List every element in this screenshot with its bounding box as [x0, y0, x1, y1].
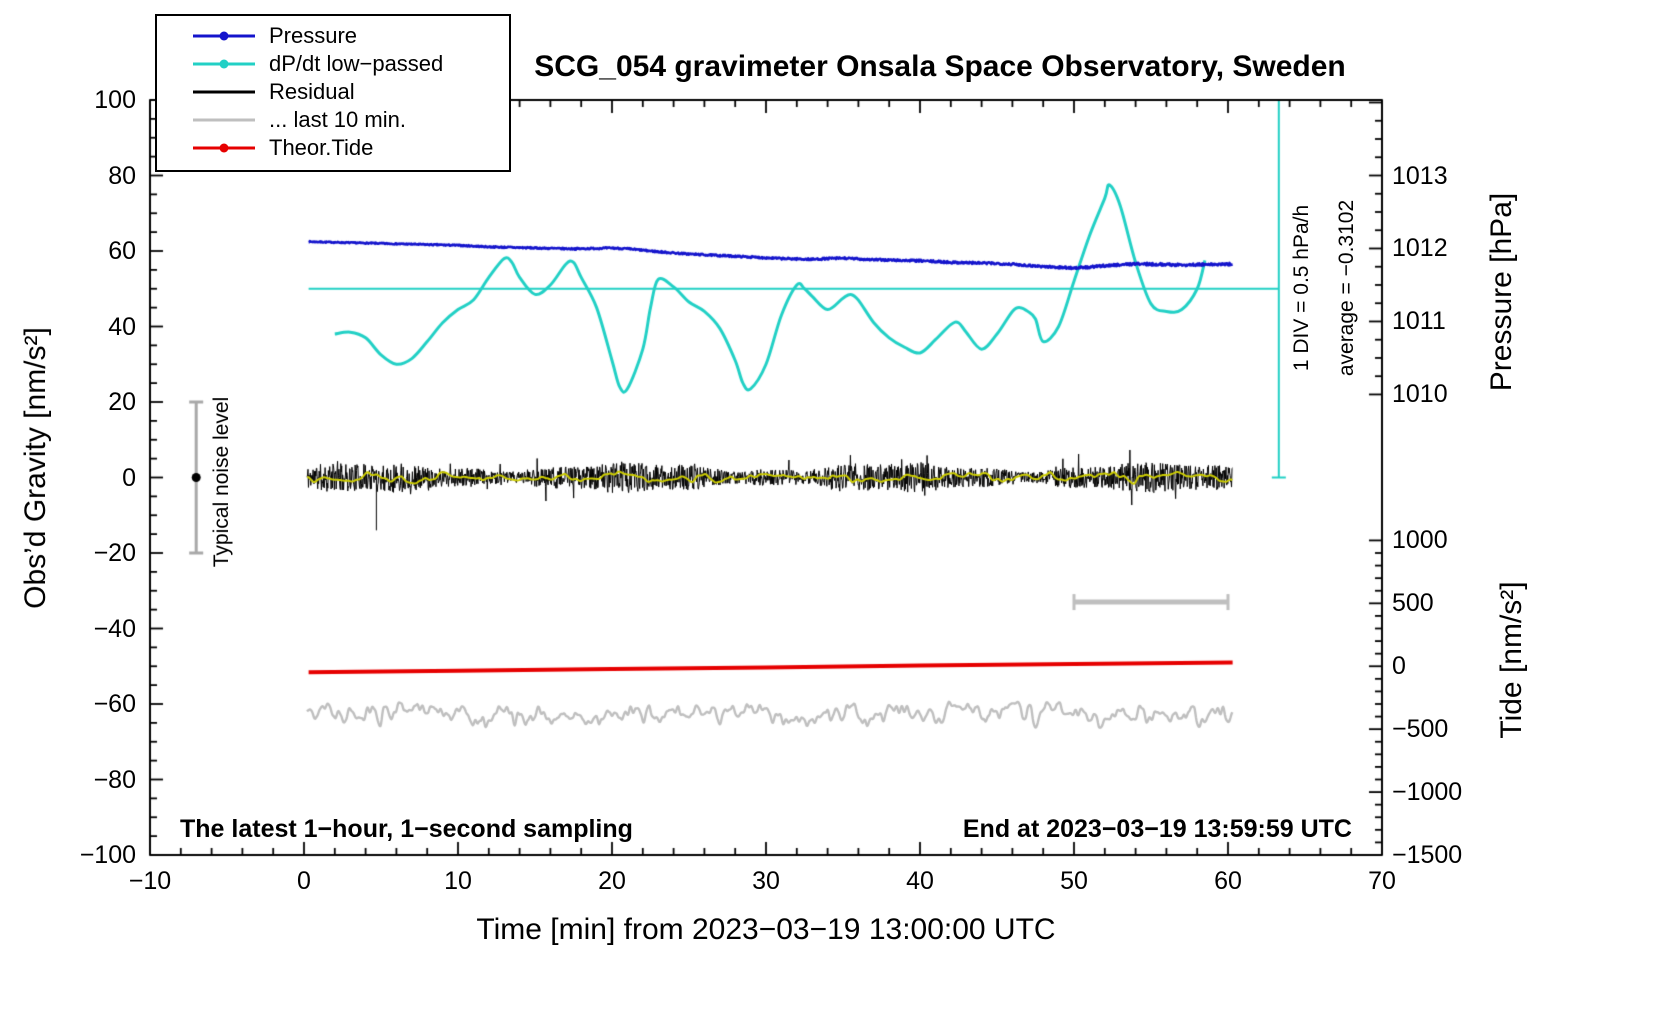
pressure-tick-label: 1011: [1392, 307, 1446, 336]
y-left-tick-label: 80: [108, 161, 136, 190]
legend-line-sample-icon: [193, 31, 255, 41]
legend-line-sample-icon: [193, 115, 255, 125]
pressure-tick-label: 1010: [1392, 380, 1448, 409]
y-left-tick-label: 40: [108, 312, 136, 341]
legend-label: ... last 10 min.: [269, 107, 406, 132]
x-tick-label: 0: [297, 867, 311, 895]
y-left-tick-label: 20: [108, 388, 136, 416]
y-left-tick-label: 0: [122, 463, 136, 492]
pressure-tick-label: 1012: [1392, 234, 1448, 263]
y-left-tick-label: 100: [94, 86, 136, 114]
tide-axis-label: Tide [nm/s²]: [1495, 581, 1528, 739]
tide-tick-label: 500: [1392, 589, 1434, 618]
legend-entry: ... last 10 min.: [157, 106, 509, 134]
x-tick-label: 20: [598, 867, 626, 895]
end-time-note: End at 2023−03−19 13:59:59 UTC: [962, 815, 1352, 843]
tide-tick-label: −500: [1392, 715, 1449, 744]
legend-entry: dP/dt low−passed: [157, 50, 509, 78]
legend-label: Theor.Tide: [269, 135, 374, 160]
tide-tick-label: −1000: [1392, 778, 1463, 807]
y-left-tick-label: −20: [93, 539, 136, 567]
x-tick-label: 60: [1214, 867, 1242, 895]
legend-line-sample-icon: [193, 87, 255, 97]
div-scale-annotation: 1 DIV = 0.5 hPa/h: [1290, 204, 1313, 372]
pressure-axis-label: Pressure [hPa]: [1485, 192, 1518, 392]
x-tick-label: 70: [1368, 867, 1396, 895]
legend-label: dP/dt low−passed: [269, 51, 444, 76]
y-left-tick-label: −60: [93, 690, 136, 718]
y-left-tick-label: −40: [93, 614, 136, 643]
y-left-tick-label: −80: [93, 765, 136, 794]
noise-level-annotation: Typical noise level: [210, 396, 233, 568]
legend-line-sample-icon: [193, 143, 255, 153]
tide-tick-label: 1000: [1392, 526, 1448, 555]
legend-entry: Theor.Tide: [157, 134, 509, 162]
legend: Pressure dP/dt low−passed Residual ... last…: [155, 14, 511, 172]
legend-line-sample-icon: [193, 59, 255, 69]
legend-entry: Residual: [157, 78, 509, 106]
x-tick-label: 30: [752, 867, 780, 895]
x-tick-label: −10: [128, 867, 172, 895]
x-tick-label: 50: [1060, 867, 1088, 895]
legend-label: Residual: [269, 79, 355, 104]
y-left-tick-label: 60: [108, 237, 136, 265]
sampling-note: The latest 1−hour, 1−second sampling: [180, 815, 633, 843]
tide-tick-label: 0: [1392, 652, 1406, 681]
legend-entry: Pressure: [157, 22, 509, 50]
chart-title: SCG_054 gravimeter Onsala Space Observat…: [534, 50, 1346, 83]
average-annotation: average = −0.3102: [1335, 199, 1358, 377]
y-left-tick-label: −100: [79, 841, 136, 869]
tide-tick-label: −1500: [1392, 840, 1463, 869]
pressure-tick-label: 1013: [1392, 161, 1448, 190]
x-tick-label: 40: [906, 867, 934, 895]
legend-label: Pressure: [269, 23, 358, 48]
x-tick-label: 10: [444, 867, 472, 895]
x-axis-label: Time [min] from 2023−03−19 13:00:00 UTC: [476, 913, 1056, 946]
